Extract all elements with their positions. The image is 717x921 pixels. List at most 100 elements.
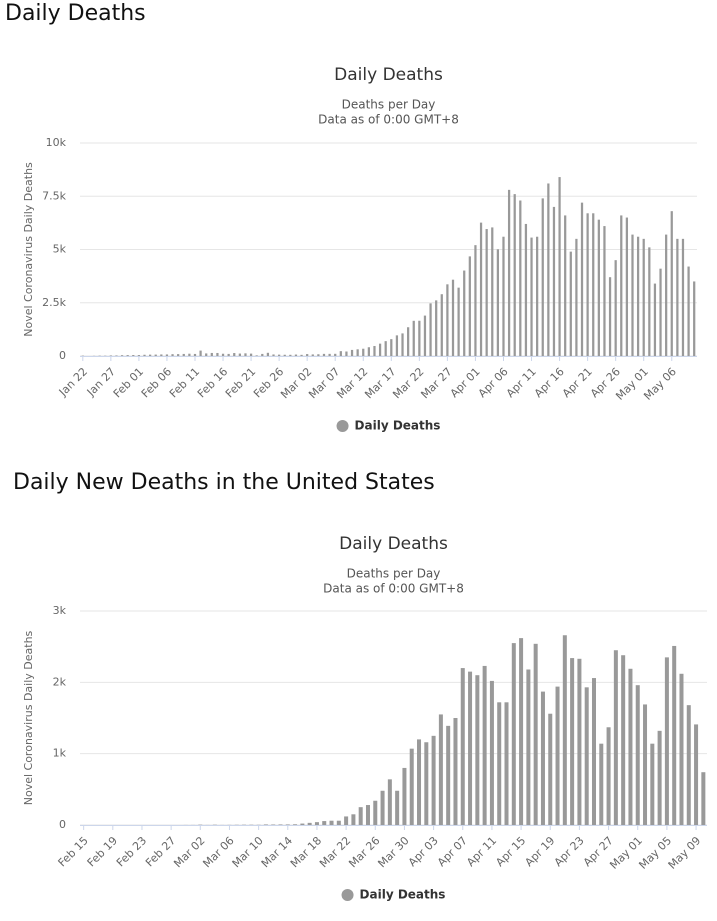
bar bbox=[631, 235, 633, 356]
x-tick-label: Feb 16 bbox=[195, 365, 230, 400]
x-tick-label: Apr 07 bbox=[435, 834, 470, 869]
bar bbox=[205, 353, 207, 356]
bar bbox=[463, 271, 465, 356]
bar bbox=[620, 215, 622, 356]
bar bbox=[345, 352, 347, 356]
bar bbox=[628, 669, 632, 825]
bar bbox=[368, 347, 370, 356]
bar bbox=[396, 335, 398, 356]
x-tick-label: Mar 30 bbox=[375, 834, 411, 870]
bar bbox=[261, 354, 263, 356]
x-tick-label: Mar 22 bbox=[317, 834, 353, 870]
bar bbox=[581, 203, 583, 356]
bar bbox=[435, 300, 437, 356]
bar bbox=[359, 807, 363, 825]
bar bbox=[480, 223, 482, 356]
x-tick-label: Mar 14 bbox=[259, 834, 295, 870]
x-tick-label: Mar 10 bbox=[230, 834, 266, 870]
bar bbox=[166, 354, 168, 356]
bar bbox=[306, 354, 308, 356]
section-heading: Daily Deaths bbox=[5, 1, 146, 26]
bar bbox=[671, 211, 673, 356]
chart-title: Daily Deaths bbox=[334, 65, 443, 85]
bar bbox=[497, 702, 501, 825]
bar bbox=[457, 288, 459, 356]
x-tick-label: Mar 02 bbox=[171, 834, 207, 870]
bar bbox=[469, 256, 471, 356]
bar bbox=[446, 726, 450, 825]
bar bbox=[512, 643, 516, 825]
x-tick-label: Feb 01 bbox=[111, 365, 146, 400]
bar bbox=[402, 768, 406, 825]
bar bbox=[143, 355, 145, 356]
x-tick-label: Feb 21 bbox=[223, 365, 258, 400]
x-tick-label: Apr 15 bbox=[493, 834, 528, 869]
bar bbox=[548, 714, 552, 825]
x-tick-label: Mar 26 bbox=[346, 834, 382, 870]
bar bbox=[424, 316, 426, 356]
section-heading: Daily New Deaths in the United States bbox=[13, 470, 435, 495]
bar bbox=[648, 247, 650, 356]
bar bbox=[570, 252, 572, 356]
bar bbox=[115, 355, 117, 356]
x-tick-label: Feb 23 bbox=[114, 834, 149, 869]
x-tick-label: Apr 23 bbox=[552, 834, 587, 869]
chart-title: Daily Deaths bbox=[339, 534, 448, 554]
x-tick-label: Mar 27 bbox=[418, 365, 454, 401]
bar bbox=[603, 226, 605, 356]
x-tick-label: Apr 19 bbox=[522, 834, 557, 869]
bar bbox=[244, 353, 246, 356]
bar bbox=[536, 237, 538, 356]
bar bbox=[525, 224, 527, 356]
bar bbox=[183, 354, 185, 356]
bar bbox=[439, 714, 443, 825]
bar bbox=[519, 638, 523, 825]
bar bbox=[556, 687, 560, 825]
bar bbox=[308, 823, 312, 825]
bar bbox=[542, 198, 544, 356]
bar bbox=[284, 355, 286, 356]
bar bbox=[541, 692, 545, 825]
chart-subtitle: Deaths per Day bbox=[342, 98, 436, 112]
x-tick-label: Feb 15 bbox=[56, 834, 91, 869]
bar bbox=[682, 239, 684, 356]
bar bbox=[486, 229, 488, 356]
bar bbox=[317, 354, 319, 356]
bar bbox=[300, 824, 304, 825]
bar bbox=[289, 355, 291, 356]
bar bbox=[615, 260, 617, 356]
bar bbox=[413, 321, 415, 356]
bar bbox=[264, 824, 268, 825]
bar bbox=[665, 657, 669, 825]
bar bbox=[256, 355, 258, 356]
y-tick-label: 5k bbox=[53, 243, 67, 256]
bar bbox=[127, 355, 129, 356]
bar bbox=[637, 237, 639, 356]
bar bbox=[587, 213, 589, 356]
bar bbox=[570, 658, 574, 825]
bar bbox=[446, 284, 448, 356]
bar bbox=[701, 772, 705, 825]
bar bbox=[519, 201, 521, 356]
bar bbox=[626, 218, 628, 356]
bar bbox=[693, 281, 695, 356]
bar bbox=[502, 237, 504, 356]
y-tick-label: 1k bbox=[53, 747, 67, 760]
bar bbox=[429, 303, 431, 356]
y-tick-label: 7.5k bbox=[42, 189, 66, 202]
bar bbox=[381, 791, 385, 825]
x-tick-label: Feb 11 bbox=[167, 365, 202, 400]
x-tick-label: Apr 06 bbox=[476, 365, 511, 400]
bar bbox=[410, 749, 414, 825]
bar bbox=[323, 354, 325, 356]
bar bbox=[505, 702, 509, 825]
bar bbox=[453, 718, 457, 825]
bar bbox=[322, 821, 326, 825]
bar bbox=[614, 650, 618, 825]
bar bbox=[194, 354, 196, 356]
bar bbox=[424, 742, 428, 825]
bar bbox=[672, 646, 676, 825]
bar bbox=[514, 194, 516, 356]
bar bbox=[239, 354, 241, 356]
